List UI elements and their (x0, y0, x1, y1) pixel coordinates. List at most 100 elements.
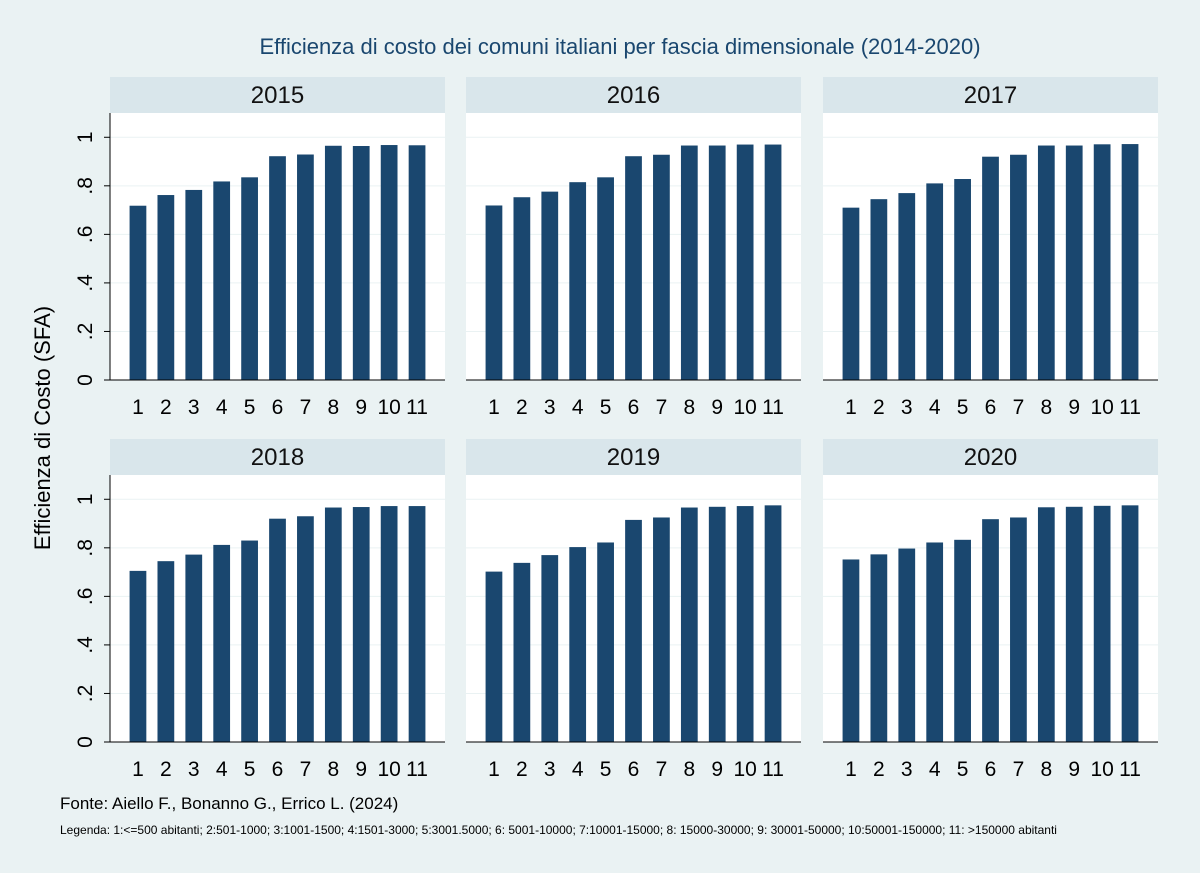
x-tick-label: 9 (711, 758, 723, 781)
x-tick-label: 11 (406, 758, 428, 781)
x-tick-label: 11 (406, 396, 428, 419)
x-tick-label: 3 (188, 758, 200, 781)
bar (1121, 505, 1139, 742)
y-axis-label: Efficienza di Costo (SFA) (30, 306, 55, 550)
x-tick-label: 9 (711, 396, 723, 419)
x-tick-label: 10 (1090, 396, 1113, 419)
x-tick-label: 2 (160, 758, 172, 781)
panel-strip (466, 77, 801, 113)
x-tick-label: 6 (628, 758, 640, 781)
panel-label: 2019 (607, 444, 660, 471)
y-tick-label: .8 (74, 539, 97, 557)
x-tick-label: 10 (733, 758, 756, 781)
x-tick-label: 7 (300, 758, 312, 781)
y-tick-label: 1 (74, 493, 97, 505)
x-tick-label: 3 (544, 396, 556, 419)
panel-label: 2018 (251, 444, 304, 471)
x-tick-label: 3 (901, 758, 913, 781)
x-tick-label: 4 (929, 758, 941, 781)
bar (129, 205, 147, 380)
bar (485, 571, 503, 742)
panel-strip (823, 77, 1158, 113)
y-tick-label: 0 (74, 736, 97, 748)
panel-label: 2020 (964, 444, 1017, 471)
bar (597, 177, 614, 380)
x-tick-label: 2 (160, 396, 172, 419)
bar (324, 145, 342, 380)
bar (898, 548, 916, 742)
bar (380, 145, 398, 380)
bar (1121, 144, 1139, 380)
x-tick-label: 5 (600, 396, 612, 419)
bar (954, 539, 971, 742)
bar (569, 182, 587, 380)
bar (297, 516, 314, 742)
x-tick-label: 1 (488, 396, 500, 419)
x-tick-label: 4 (929, 396, 941, 419)
x-tick-label: 5 (244, 396, 256, 419)
y-tick-label: .2 (74, 685, 97, 703)
bar (241, 177, 258, 380)
x-tick-label: 7 (656, 758, 668, 781)
bar (1065, 145, 1083, 380)
bar (241, 540, 258, 742)
x-tick-label: 2 (516, 396, 528, 419)
x-tick-label: 3 (901, 396, 913, 419)
bar (982, 519, 999, 742)
x-tick-label: 3 (188, 396, 200, 419)
panel-2019: 2019 1 2 3 4 5 6 7 8 9 10 11 (466, 439, 801, 781)
x-tick-label: 1 (132, 396, 144, 419)
bar (1093, 144, 1111, 380)
bar (408, 145, 426, 380)
bar (1037, 145, 1055, 380)
x-tick-label: 5 (957, 396, 969, 419)
bar (870, 554, 888, 742)
bar (1010, 154, 1027, 380)
x-tick-label: 9 (1068, 396, 1080, 419)
x-tick-label: 4 (572, 758, 584, 781)
x-tick-label: 6 (985, 758, 997, 781)
x-tick-label: 11 (762, 758, 784, 781)
x-tick-label: 10 (733, 396, 756, 419)
x-tick-label: 1 (488, 758, 500, 781)
x-tick-label: 3 (544, 758, 556, 781)
bar (870, 199, 888, 380)
x-tick-label: 11 (1119, 396, 1141, 419)
y-tick-label: .6 (74, 588, 97, 606)
y-tick-label: .4 (74, 274, 97, 292)
bar (926, 183, 944, 380)
x-tick-label: 11 (762, 396, 784, 419)
panel-strip (466, 439, 801, 475)
x-tick-label: 5 (957, 758, 969, 781)
y-tick-label: .4 (74, 636, 97, 654)
bar (1010, 517, 1027, 742)
bar (842, 207, 860, 380)
bar (653, 154, 670, 380)
x-tick-label: 6 (272, 758, 284, 781)
x-tick-label: 8 (327, 396, 339, 419)
x-tick-label: 1 (845, 396, 857, 419)
bar (513, 562, 531, 742)
x-tick-label: 8 (683, 396, 695, 419)
bar (1065, 506, 1083, 742)
source-note: Fonte: Aiello F., Bonanno G., Errico L. … (60, 794, 399, 813)
bar (213, 544, 231, 742)
x-tick-label: 9 (355, 758, 367, 781)
x-tick-label: 7 (656, 396, 668, 419)
bar (213, 181, 231, 380)
bar (513, 197, 531, 380)
bar (708, 506, 726, 742)
bar (736, 506, 754, 742)
x-tick-label: 1 (845, 758, 857, 781)
bar (541, 191, 559, 380)
bar (485, 205, 503, 380)
bar (597, 542, 614, 742)
bar (982, 156, 999, 380)
bar (625, 156, 642, 380)
bar (269, 156, 286, 380)
y-tick-label: .8 (74, 177, 97, 195)
x-tick-label: 4 (572, 396, 584, 419)
